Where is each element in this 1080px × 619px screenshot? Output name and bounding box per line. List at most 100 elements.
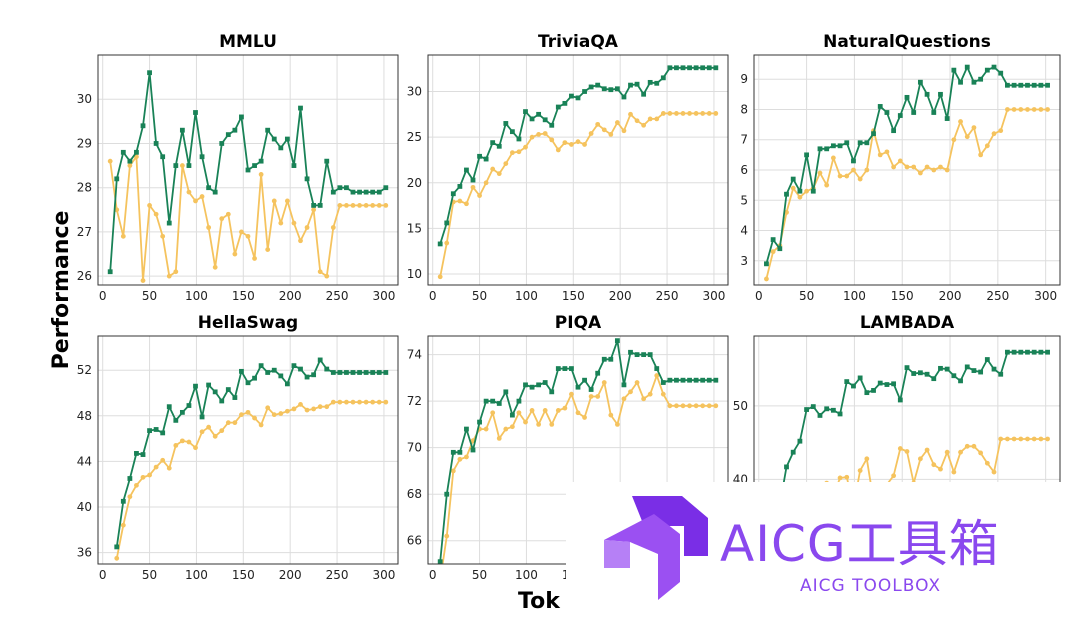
data-point-green	[1005, 82, 1010, 88]
data-point-green	[127, 476, 133, 481]
data-point-green	[575, 384, 581, 390]
data-point-green	[219, 398, 225, 404]
x-tick-label: 250	[986, 289, 1009, 303]
data-point-green	[317, 357, 323, 363]
data-point-yellow	[917, 456, 923, 462]
data-point-yellow	[523, 144, 528, 150]
data-point-yellow	[562, 405, 568, 411]
data-point-green	[232, 395, 238, 400]
x-tick-label: 300	[372, 289, 395, 303]
data-point-green	[1038, 82, 1044, 88]
data-point-green	[595, 370, 601, 376]
data-point-yellow	[984, 143, 990, 149]
data-point-yellow	[978, 152, 984, 158]
data-point-yellow	[1038, 436, 1044, 442]
data-point-green	[330, 189, 336, 195]
x-tick-label: 200	[279, 568, 302, 582]
data-point-yellow	[457, 198, 463, 204]
data-point-yellow	[1031, 107, 1037, 112]
data-point-green	[470, 177, 476, 183]
data-point-green	[464, 426, 469, 432]
data-point-yellow	[120, 522, 126, 528]
data-point-yellow	[595, 121, 601, 127]
data-point-green	[958, 378, 963, 384]
data-point-green	[140, 452, 146, 457]
data-point-green	[298, 105, 303, 111]
data-point-yellow	[991, 469, 997, 475]
data-point-green	[225, 132, 231, 138]
data-point-green	[1045, 349, 1050, 355]
x-tick-label: 300	[1034, 289, 1057, 303]
x-tick-label: 50	[472, 289, 487, 303]
y-tick-label: 25	[407, 130, 422, 144]
x-tick-label: 100	[843, 289, 866, 303]
data-point-yellow	[153, 211, 159, 217]
data-point-green	[971, 79, 977, 85]
data-point-green	[797, 188, 803, 194]
data-point-yellow	[324, 273, 330, 279]
chart-panel-1: 0 50 100 150 200 250 300 26 27 28 29 30 MMLU	[77, 32, 399, 303]
data-point-green	[582, 377, 587, 383]
data-point-yellow	[212, 264, 218, 270]
data-point-green	[790, 449, 796, 455]
data-point-green	[523, 382, 528, 388]
data-point-yellow	[542, 131, 548, 136]
data-point-yellow	[569, 142, 574, 147]
y-tick-label: 30	[407, 85, 422, 99]
data-point-yellow	[1005, 107, 1010, 112]
data-point-green	[810, 404, 816, 410]
data-point-green	[777, 246, 783, 252]
data-point-green	[944, 116, 950, 121]
data-point-yellow	[457, 456, 463, 462]
data-point-yellow	[324, 404, 330, 410]
data-point-yellow	[140, 474, 146, 480]
data-point-yellow	[641, 396, 647, 402]
data-point-green	[107, 269, 113, 275]
x-tick-label: 250	[326, 568, 349, 582]
data-point-green	[944, 366, 950, 372]
data-point-yellow	[516, 149, 522, 155]
data-point-green	[713, 377, 719, 383]
x-tick-label: 150	[232, 568, 255, 582]
x-tick-label: 50	[142, 568, 157, 582]
data-point-yellow	[173, 443, 179, 448]
data-point-green	[588, 387, 594, 392]
data-point-yellow	[206, 424, 212, 430]
data-point-yellow	[713, 403, 719, 409]
data-point-yellow	[804, 188, 809, 194]
data-point-green	[674, 377, 679, 383]
data-point-yellow	[660, 111, 666, 116]
data-point-green	[857, 140, 863, 146]
data-point-yellow	[516, 410, 522, 416]
data-point-yellow	[958, 449, 963, 455]
data-point-green	[444, 220, 450, 226]
data-point-yellow	[641, 122, 647, 128]
data-point-green	[804, 152, 809, 158]
data-point-green	[830, 143, 836, 149]
data-point-green	[614, 338, 620, 344]
data-point-yellow	[245, 233, 251, 239]
data-point-yellow	[575, 410, 581, 416]
y-tick-label: 40	[77, 500, 92, 514]
data-point-yellow	[971, 125, 977, 131]
data-point-yellow	[700, 111, 706, 116]
data-point-green	[225, 387, 231, 392]
data-point-yellow	[884, 149, 890, 155]
data-point-yellow	[904, 449, 910, 454]
data-point-yellow	[991, 131, 997, 137]
data-point-green	[601, 86, 607, 92]
data-point-green	[523, 109, 528, 114]
data-point-yellow	[199, 429, 205, 435]
data-point-green	[621, 382, 627, 388]
data-point-green	[713, 65, 719, 71]
data-point-green	[245, 380, 251, 386]
data-point-green	[206, 185, 212, 191]
data-point-yellow	[549, 422, 555, 427]
data-point-yellow	[660, 391, 666, 397]
panel-title: LAMBADA	[860, 313, 955, 333]
y-tick-label: 48	[77, 409, 92, 423]
data-point-yellow	[344, 399, 349, 405]
data-point-green	[674, 65, 679, 71]
data-point-yellow	[864, 167, 870, 173]
